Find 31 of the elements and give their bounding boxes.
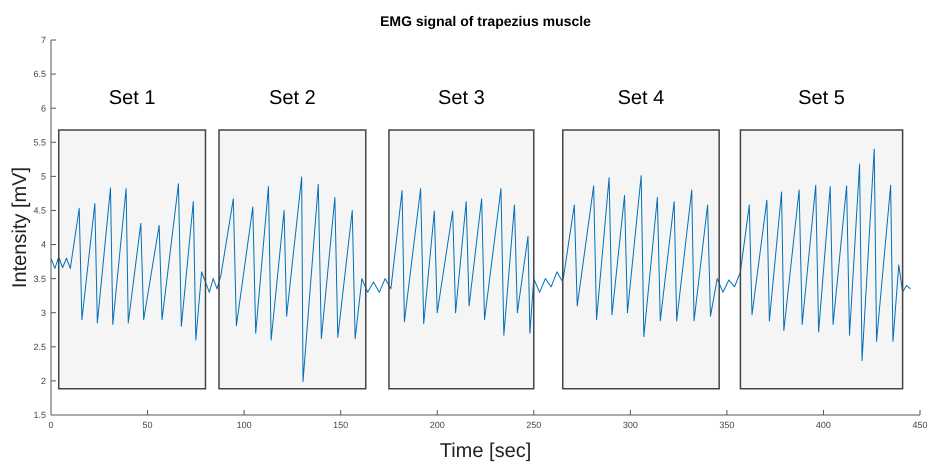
band-label: Set 1 xyxy=(108,87,156,109)
y-tick-label: 5.5 xyxy=(33,137,46,148)
y-axis-title: Intensity [mV] xyxy=(9,166,31,288)
y-tick-label: 2 xyxy=(40,376,46,386)
x-tick-label: 50 xyxy=(142,420,153,430)
x-tick-label: 150 xyxy=(333,420,348,430)
x-tick-label: 400 xyxy=(816,420,831,430)
y-tick-label: 5 xyxy=(40,172,46,182)
y-tick-label: 3.5 xyxy=(33,274,46,284)
y-tick-label: 6 xyxy=(40,103,46,114)
x-tick-label: 300 xyxy=(622,420,638,430)
y-tick-label: 3 xyxy=(40,308,46,318)
x-tick-label: 200 xyxy=(430,420,445,430)
x-tick-label: 350 xyxy=(719,420,734,430)
band-label: Set 3 xyxy=(438,87,485,109)
x-tick-label: 250 xyxy=(526,420,542,430)
y-tick-label: 2.5 xyxy=(33,342,46,352)
chart-title: EMG signal of trapezius muscle xyxy=(380,13,592,29)
line-series xyxy=(50,148,911,382)
x-tick-label: 450 xyxy=(912,420,928,430)
x-tick-label: 0 xyxy=(48,420,54,430)
y-tick-label: 7 xyxy=(40,35,46,46)
band-label: Set 5 xyxy=(798,87,845,109)
y-tick-label: 6.5 xyxy=(33,69,46,80)
x-tick-label: 100 xyxy=(236,420,252,430)
y-tick-label: 4 xyxy=(40,240,46,250)
x-axis-title: Time [sec] xyxy=(440,440,532,462)
y-tick-label: 1.5 xyxy=(33,410,46,420)
band-label: Set 2 xyxy=(269,87,316,109)
band-label: Set 4 xyxy=(618,87,664,109)
y-tick-label: 4.5 xyxy=(33,206,46,216)
